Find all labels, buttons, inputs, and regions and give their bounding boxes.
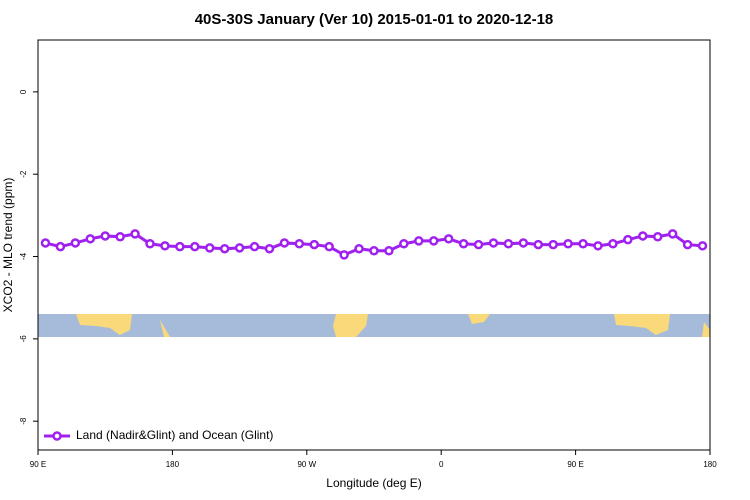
data-point	[428, 236, 439, 246]
data-point	[264, 243, 275, 254]
data-point	[70, 238, 81, 248]
data-point	[354, 243, 364, 254]
data-point	[473, 239, 484, 250]
land	[333, 314, 368, 337]
x-tick-label: 0	[439, 460, 444, 469]
data-point	[204, 243, 215, 253]
data-point	[145, 239, 155, 249]
x-axis-label: Longitude (deg E)	[326, 476, 421, 490]
data-point	[160, 241, 170, 251]
legend-marker	[52, 431, 62, 441]
data-point	[384, 246, 394, 256]
data-point	[115, 232, 125, 242]
data-point	[55, 241, 66, 252]
data-point	[578, 239, 588, 249]
legend-label: Land (Nadir&Glint) and Ocean (Glint)	[76, 428, 273, 442]
data-point	[100, 231, 110, 241]
data-point	[85, 234, 96, 244]
land	[468, 314, 490, 324]
y-axis-label: XCO2 - MLO trend (ppm)	[1, 178, 15, 313]
data-point	[399, 239, 409, 249]
data-point	[294, 239, 305, 249]
data-point	[548, 239, 558, 250]
x-tick-label: 90 E	[567, 460, 583, 469]
x-tick-label: 180	[703, 460, 717, 469]
y-tick-label: -8	[19, 417, 28, 425]
data-point	[234, 243, 245, 253]
data-point	[652, 232, 663, 242]
data-point	[458, 239, 469, 249]
data-point	[175, 241, 185, 252]
y-tick-label: -2	[19, 170, 28, 178]
y-tick-label: -4	[19, 252, 28, 260]
data-point	[40, 238, 51, 248]
data-point	[697, 241, 708, 251]
land	[160, 320, 170, 337]
data-point	[219, 243, 230, 254]
data-point	[339, 250, 349, 260]
data-point	[518, 238, 529, 248]
y-tick-label: 0	[19, 89, 28, 94]
land	[614, 314, 670, 335]
plot-frame	[37, 39, 711, 451]
x-tick-label: 180	[166, 460, 180, 469]
data-point	[369, 246, 379, 256]
data-point	[414, 236, 424, 246]
data-point	[503, 239, 514, 249]
data-point	[309, 239, 320, 250]
data-point	[682, 239, 693, 250]
y-tick-label: -6	[19, 335, 28, 343]
data-point	[488, 238, 499, 248]
data-point	[608, 239, 618, 249]
map-strip	[38, 314, 710, 337]
x-tick-label: 90 E	[30, 460, 46, 469]
data-point	[623, 234, 633, 245]
data-point	[130, 229, 140, 239]
chart-title: 40S-30S January (Ver 10) 2015-01-01 to 2…	[195, 11, 554, 28]
data-point	[593, 241, 603, 251]
land	[702, 322, 710, 337]
data-point	[667, 229, 678, 239]
x-tick-label: 90 W	[297, 460, 316, 469]
data-point	[279, 238, 290, 248]
data-point	[533, 239, 544, 250]
land	[76, 314, 132, 335]
data-point	[190, 241, 200, 252]
data-point	[324, 241, 334, 252]
data-point	[443, 234, 454, 244]
ocean	[38, 314, 710, 337]
data-point	[563, 239, 573, 249]
data-point	[249, 241, 260, 252]
data-point	[638, 231, 648, 241]
